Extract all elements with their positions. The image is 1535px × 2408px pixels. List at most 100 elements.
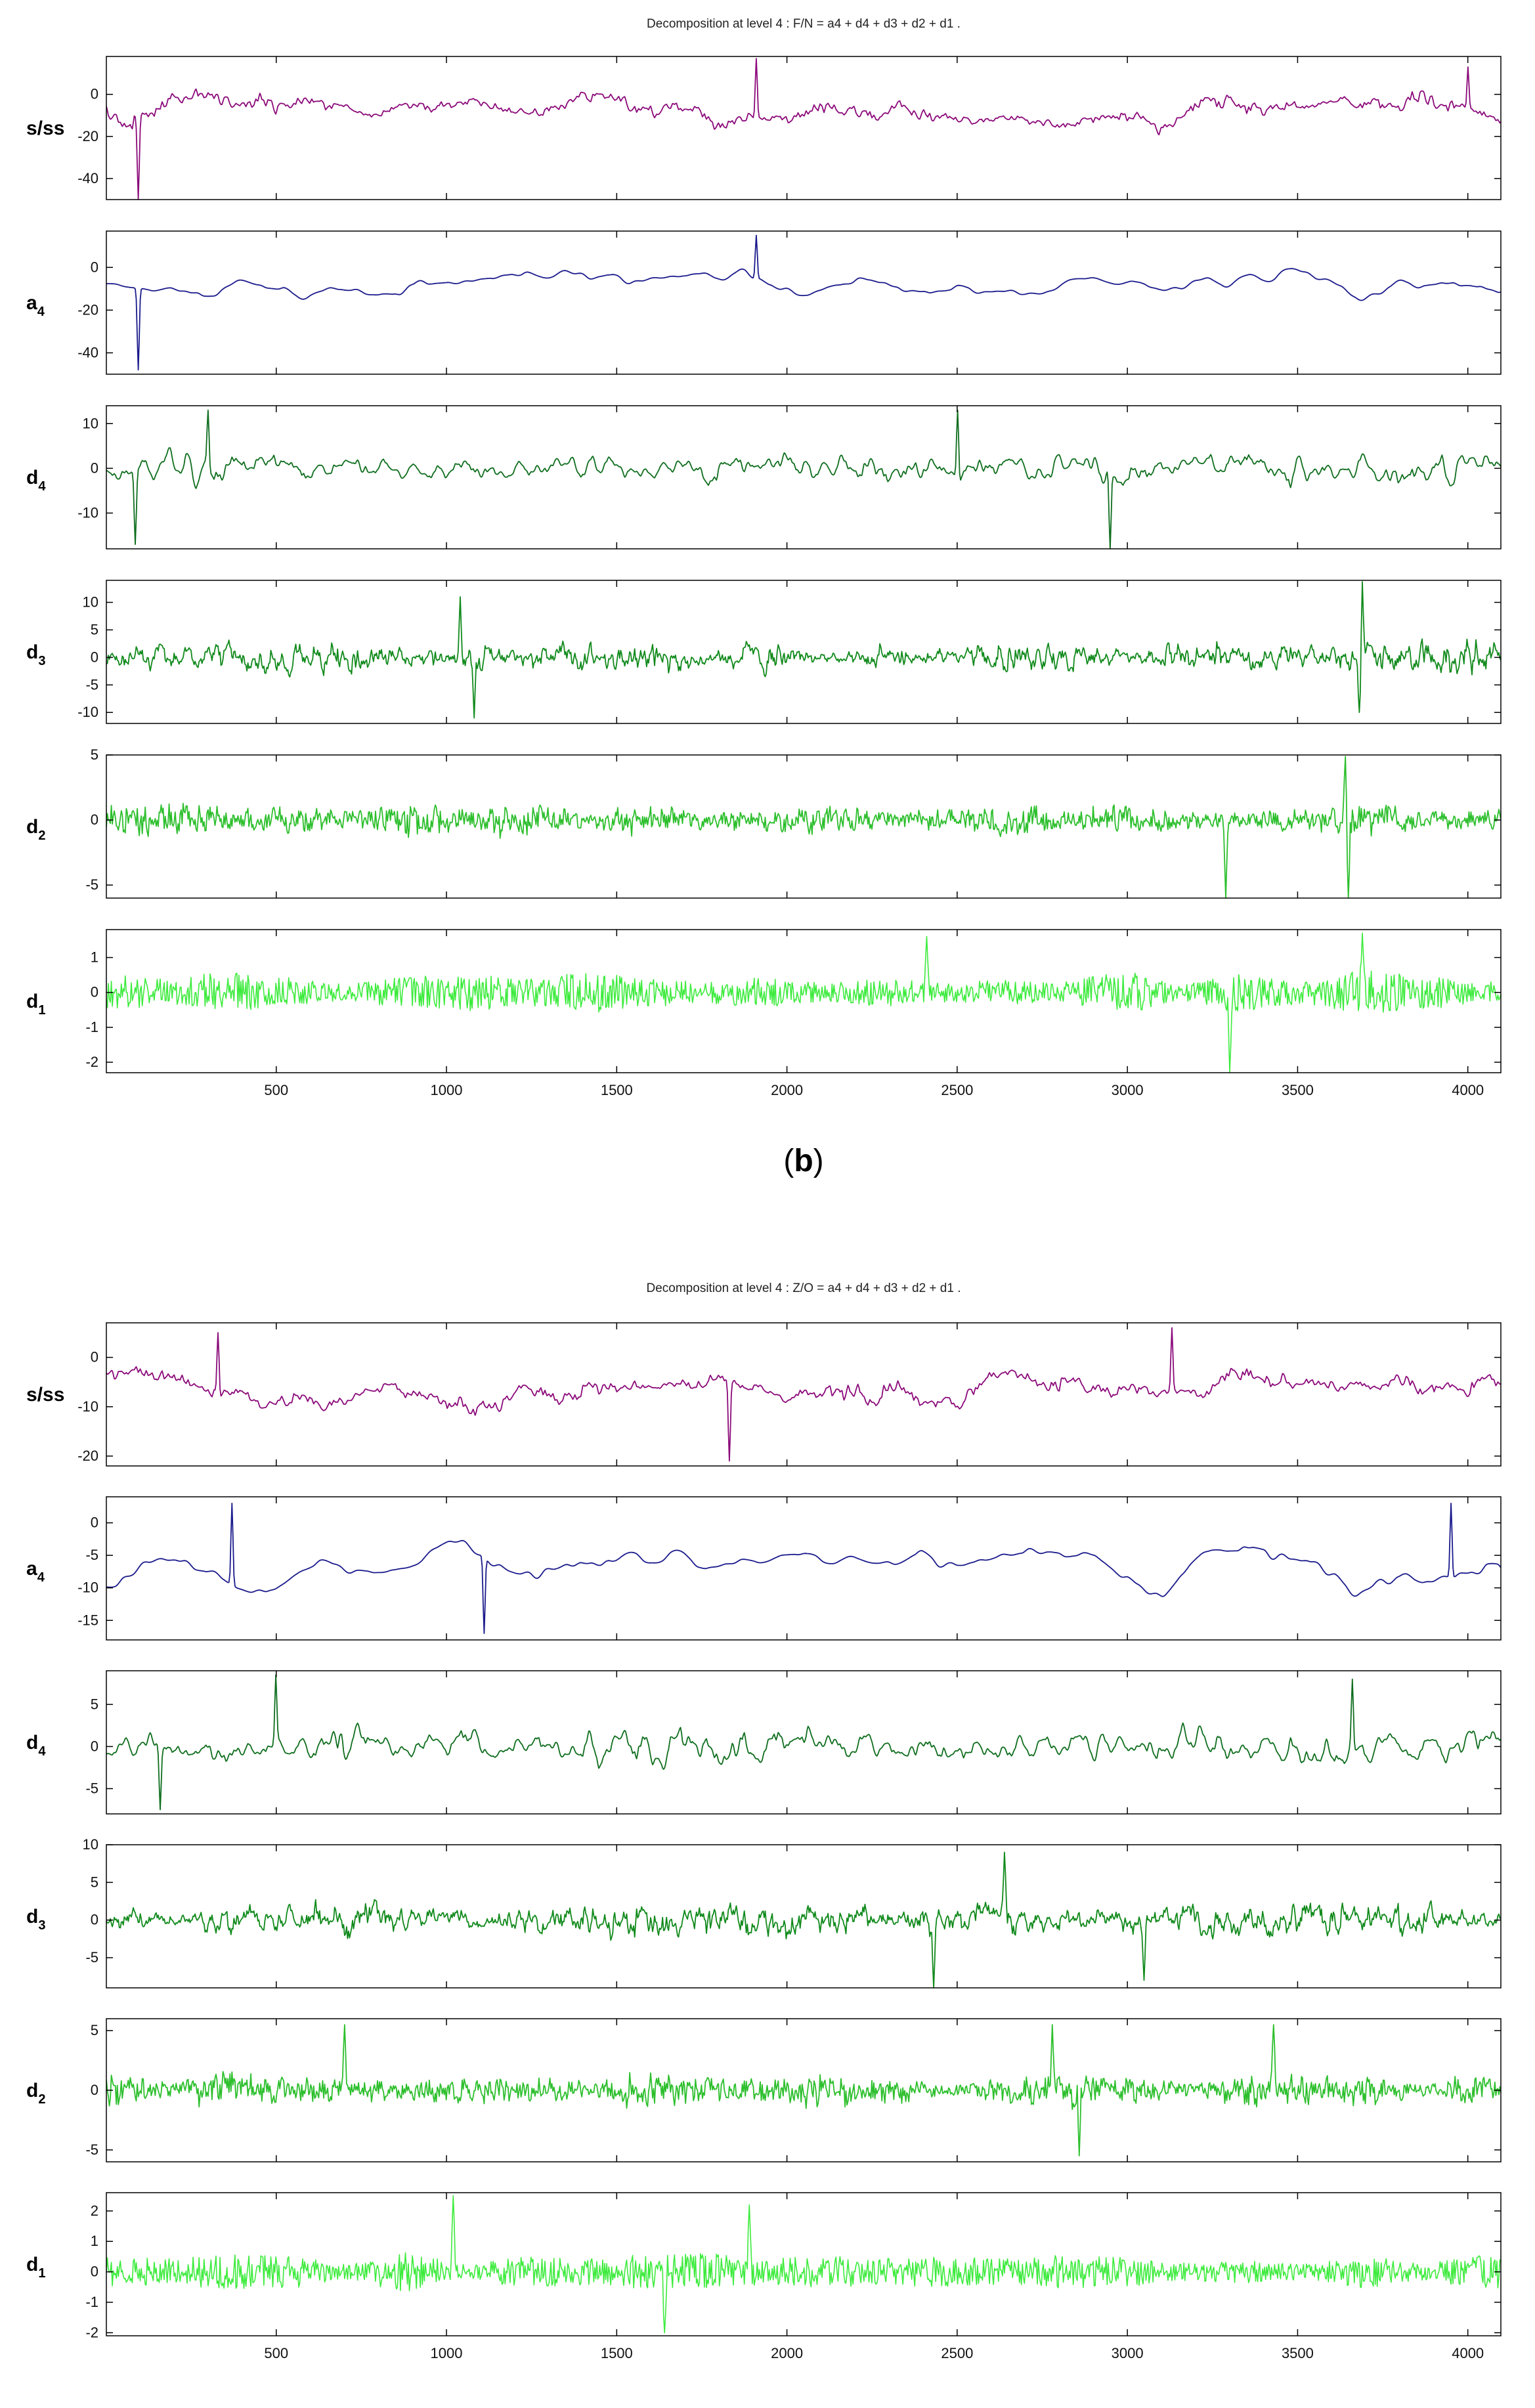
x-tick-label: 3500 — [1282, 1082, 1314, 1098]
row-label-subscript: 2 — [38, 828, 45, 843]
chart-title: Decomposition at level 4 : F/N = a4 + d4… — [647, 17, 961, 31]
signal-line — [106, 409, 1501, 549]
subplot-s-ss: 0 -10 -20 s/ss — [26, 1322, 1502, 1467]
x-tick-label: 3000 — [1112, 1082, 1144, 1098]
axes-frame — [106, 56, 1502, 200]
row-label-subscript: 4 — [37, 305, 45, 319]
signal-line — [106, 2195, 1501, 2334]
y-tick-label: 0 — [91, 649, 98, 665]
axes-frame — [106, 580, 1502, 724]
x-tick-label: 2500 — [941, 1082, 973, 1098]
y-tick-label: -5 — [85, 1547, 98, 1563]
y-tick-label: 10 — [83, 1836, 98, 1853]
x-tick-label: 4000 — [1452, 2345, 1484, 2361]
signal-line — [106, 932, 1501, 1073]
x-tick-label: 500 — [264, 1082, 288, 1098]
signal-line — [106, 1851, 1501, 1988]
row-label-subscript: 4 — [38, 1744, 46, 1759]
y-tick-label: 5 — [91, 1696, 98, 1712]
y-tick-label: 0 — [91, 2082, 98, 2098]
y-tick-label: -1 — [85, 2294, 98, 2310]
axes-frame — [106, 1844, 1502, 1989]
y-tick-label: -10 — [77, 1580, 98, 1596]
y-tick-label: 5 — [91, 746, 98, 763]
y-tick-label: 0 — [91, 811, 98, 828]
y-tick-label: -20 — [77, 128, 98, 144]
decomposition-chart-c: Decomposition at level 4 : Z/O = a4 + d4… — [26, 1281, 1502, 2408]
signal-line — [106, 2024, 1501, 2157]
axes-frame — [106, 230, 1502, 375]
x-tick-label: 3000 — [1112, 2345, 1144, 2361]
y-tick-label: 10 — [83, 415, 98, 431]
y-tick-label: 10 — [83, 594, 98, 611]
row-label-subscript: 1 — [38, 1003, 45, 1018]
y-tick-label: -2 — [85, 2324, 98, 2340]
subplot-d2: 50-5d2 — [26, 746, 1502, 899]
x-tick-label: 4000 — [1452, 1082, 1484, 1098]
x-tick-label: 1500 — [601, 1082, 633, 1098]
row-label-subscript: 4 — [38, 479, 46, 494]
y-tick-label: 5 — [91, 2022, 98, 2038]
axes-frame — [106, 1670, 1502, 1815]
row-label: s/ss — [26, 118, 64, 139]
y-tick-label: 0 — [91, 2264, 98, 2280]
y-tick-label: 0 — [91, 460, 98, 476]
y-tick-label: -10 — [77, 704, 98, 720]
y-tick-label: -15 — [77, 1612, 98, 1628]
y-tick-label: 0 — [91, 259, 98, 275]
signal-line — [106, 1503, 1501, 1634]
axes-frame — [106, 2192, 1502, 2336]
y-tick-label: -10 — [77, 1398, 98, 1415]
axes-frame — [106, 1496, 1502, 1641]
signal-line — [106, 234, 1501, 371]
y-tick-label: 0 — [91, 1912, 98, 1928]
x-tick-label: 2000 — [771, 2345, 803, 2361]
signal-line — [106, 58, 1501, 200]
y-tick-label: -5 — [85, 2141, 98, 2158]
row-label-subscript: 1 — [38, 2266, 45, 2281]
panel-caption: (b) — [783, 1144, 823, 1178]
y-tick-label: -5 — [85, 1780, 98, 1797]
signal-line — [106, 756, 1501, 898]
y-tick-label: 0 — [91, 1349, 98, 1365]
row-label: s/ss — [26, 1384, 64, 1406]
y-tick-label: -5 — [85, 676, 98, 693]
x-tick-label: 1000 — [431, 1082, 463, 1098]
axes-frame — [106, 929, 1502, 1073]
row-label-subscript: 4 — [37, 1570, 45, 1585]
axes-frame — [106, 754, 1502, 899]
y-tick-label: 0 — [91, 1738, 98, 1754]
y-tick-label: -20 — [77, 301, 98, 318]
row-label-subscript: 3 — [38, 1918, 45, 1933]
y-tick-label: 0 — [91, 1515, 98, 1531]
y-tick-label: 2 — [91, 2203, 98, 2219]
y-tick-label: -1 — [85, 1019, 98, 1035]
y-tick-label: -40 — [77, 344, 98, 360]
y-tick-label: -5 — [85, 876, 98, 893]
axes-frame — [106, 1322, 1502, 1467]
x-tick-label: 2500 — [941, 2345, 973, 2361]
y-tick-label: -2 — [85, 1054, 98, 1070]
row-label-subscript: 2 — [38, 2092, 45, 2107]
signal-line — [106, 1327, 1501, 1462]
signal-line — [106, 581, 1501, 719]
y-tick-label: 1 — [91, 949, 98, 966]
panel-caption: (c) — [785, 2407, 823, 2408]
x-tick-label: 500 — [264, 2345, 288, 2361]
subplot-d4: 50-5d4 — [26, 1670, 1502, 1815]
y-tick-label: 5 — [91, 1874, 98, 1890]
row-label-subscript: 3 — [38, 654, 45, 668]
y-tick-label: -5 — [85, 1949, 98, 1966]
subplot-a4: 0 -20 -40 a4 — [26, 230, 1502, 375]
y-tick-label: 0 — [91, 984, 98, 1000]
signal-line — [106, 1674, 1501, 1811]
axes-frame — [106, 405, 1502, 549]
y-tick-label: 5 — [91, 621, 98, 637]
y-tick-label: 0 — [91, 86, 98, 102]
